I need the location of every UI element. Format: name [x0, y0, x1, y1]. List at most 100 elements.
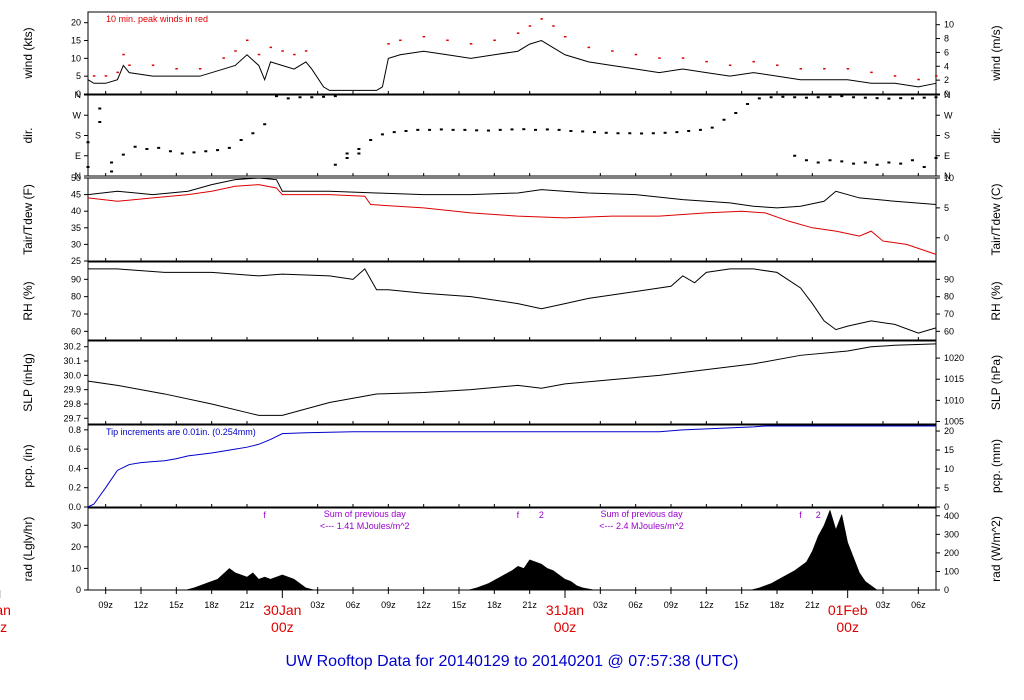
peak-wind-point	[222, 57, 225, 59]
radiation-marker: f	[799, 510, 802, 520]
dir-frame	[87, 94, 937, 177]
direction-point	[899, 162, 903, 165]
direction-point	[416, 128, 420, 131]
panel-dir: dir. dir.N NE ES SW WN N	[21, 90, 1003, 181]
peak-wind-point	[281, 50, 284, 52]
pcp-left-tick-label: 0.6	[68, 444, 81, 454]
hour-tick-label: 21z	[240, 600, 255, 610]
direction-point	[428, 128, 432, 131]
direction-point	[98, 107, 102, 110]
direction-point	[451, 128, 455, 131]
peak-wind-point	[846, 68, 850, 70]
peak-wind-point	[823, 68, 826, 70]
direction-point	[86, 141, 90, 144]
hour-tick-label: 09z	[664, 600, 679, 610]
slp-left-tick-label: 30.0	[63, 370, 81, 380]
direction-point	[133, 145, 137, 148]
rh-left-axis-label: RH (%)	[21, 281, 35, 320]
temp-left-axis-label: Tair/Tdew (F)	[21, 184, 35, 255]
direction-point	[828, 95, 832, 98]
temp-frame	[87, 177, 937, 262]
pcp-left-tick-label: 0.4	[68, 463, 81, 473]
temp-right-tick-label: 0	[944, 233, 949, 243]
peak-wind-point	[116, 71, 119, 74]
wind-right-tick-label: 10	[944, 20, 954, 30]
direction-point	[192, 151, 196, 154]
hour-tick-label: 15z	[734, 600, 749, 610]
direction-point	[581, 130, 585, 133]
slp-series-0	[87, 343, 937, 416]
dir-right-axis-label: dir.	[989, 127, 1003, 143]
temp-right-axis-label: Tair/Tdew (C)	[989, 183, 1003, 255]
direction-point	[922, 166, 926, 168]
rh-left-tick-label: 60	[71, 326, 81, 336]
pcp-right-tick-label: 10	[944, 464, 954, 474]
direction-point	[274, 95, 278, 98]
temp-series-0	[87, 177, 937, 209]
slp-left-axis-label: SLP (inHg)	[21, 353, 35, 411]
wind-left-tick-label: 20	[71, 18, 81, 28]
direction-point	[510, 128, 514, 131]
direction-point	[816, 161, 820, 164]
direction-point	[263, 123, 267, 126]
slp-left-tick-label: 29.8	[63, 399, 81, 409]
direction-point	[604, 131, 608, 134]
daily-sum-value: <--- 2.4 MJoules/m^2	[599, 521, 684, 531]
hour-tick-label: 03z	[876, 600, 891, 610]
radiation-marker: f	[263, 510, 266, 520]
dir-left-tick-label: E	[75, 151, 81, 161]
direction-point	[875, 163, 879, 166]
peak-wind-point	[540, 18, 543, 20]
wind-annotation: 10 min. peak winds in red	[106, 14, 208, 24]
wind-left-axis-label: wind (kts)	[21, 27, 35, 79]
direction-point	[910, 97, 914, 100]
direction-point	[592, 131, 596, 134]
direction-point	[922, 96, 926, 99]
wind-right-tick-label: 8	[944, 34, 949, 44]
peak-wind-point	[870, 71, 873, 74]
direction-point	[793, 154, 797, 157]
pcp-left-tick-label: 0.2	[68, 483, 81, 493]
dir-left-tick-label: N	[75, 90, 82, 100]
direction-point	[934, 96, 938, 99]
direction-point	[875, 97, 879, 100]
rad-right-tick-label: 400	[944, 511, 959, 521]
wind-left-tick-label: 15	[71, 36, 81, 46]
direction-point	[498, 128, 502, 131]
peak-wind-point	[776, 64, 779, 66]
day-date-label: 31Jan	[546, 602, 584, 618]
temp-right-tick-label: 5	[944, 203, 949, 213]
direction-point	[333, 163, 337, 166]
direction-point	[852, 96, 856, 99]
pcp-right-tick-label: 15	[944, 445, 954, 455]
rad-left-tick-label: 0	[76, 585, 81, 595]
direction-point	[863, 96, 867, 99]
direction-point	[380, 133, 384, 136]
day-date-label: Jan	[0, 602, 11, 618]
radiation-marker: f	[517, 510, 520, 520]
peak-wind-point	[893, 75, 897, 77]
rh-right-tick-label: 70	[944, 309, 954, 319]
slp-left-tick-label: 30.1	[63, 356, 81, 366]
direction-point	[404, 130, 408, 132]
direction-point	[345, 152, 349, 155]
direction-point	[216, 149, 220, 152]
rad-left-tick-label: 10	[71, 563, 81, 573]
direction-point	[345, 157, 349, 159]
pcp-left-tick-label: 0.0	[68, 502, 81, 512]
hour-tick-label: 15z	[452, 600, 467, 610]
day-date-label: 01Feb	[828, 602, 868, 618]
wind-left-tick-label: 10	[71, 53, 81, 63]
peak-wind-point	[92, 75, 96, 77]
panel-temp: Tair/Tdew (F) Tair/Tdew (C) 25 30 35 40 45 50 0 5…	[21, 173, 1003, 266]
direction-point	[310, 96, 314, 99]
direction-point	[687, 130, 691, 132]
peak-wind-point	[799, 68, 803, 70]
temp-left-tick-label: 25	[71, 256, 81, 266]
hour-tick-label: 18z	[770, 600, 785, 610]
direction-point	[357, 152, 361, 155]
direction-point	[616, 132, 620, 135]
direction-point	[793, 96, 797, 99]
